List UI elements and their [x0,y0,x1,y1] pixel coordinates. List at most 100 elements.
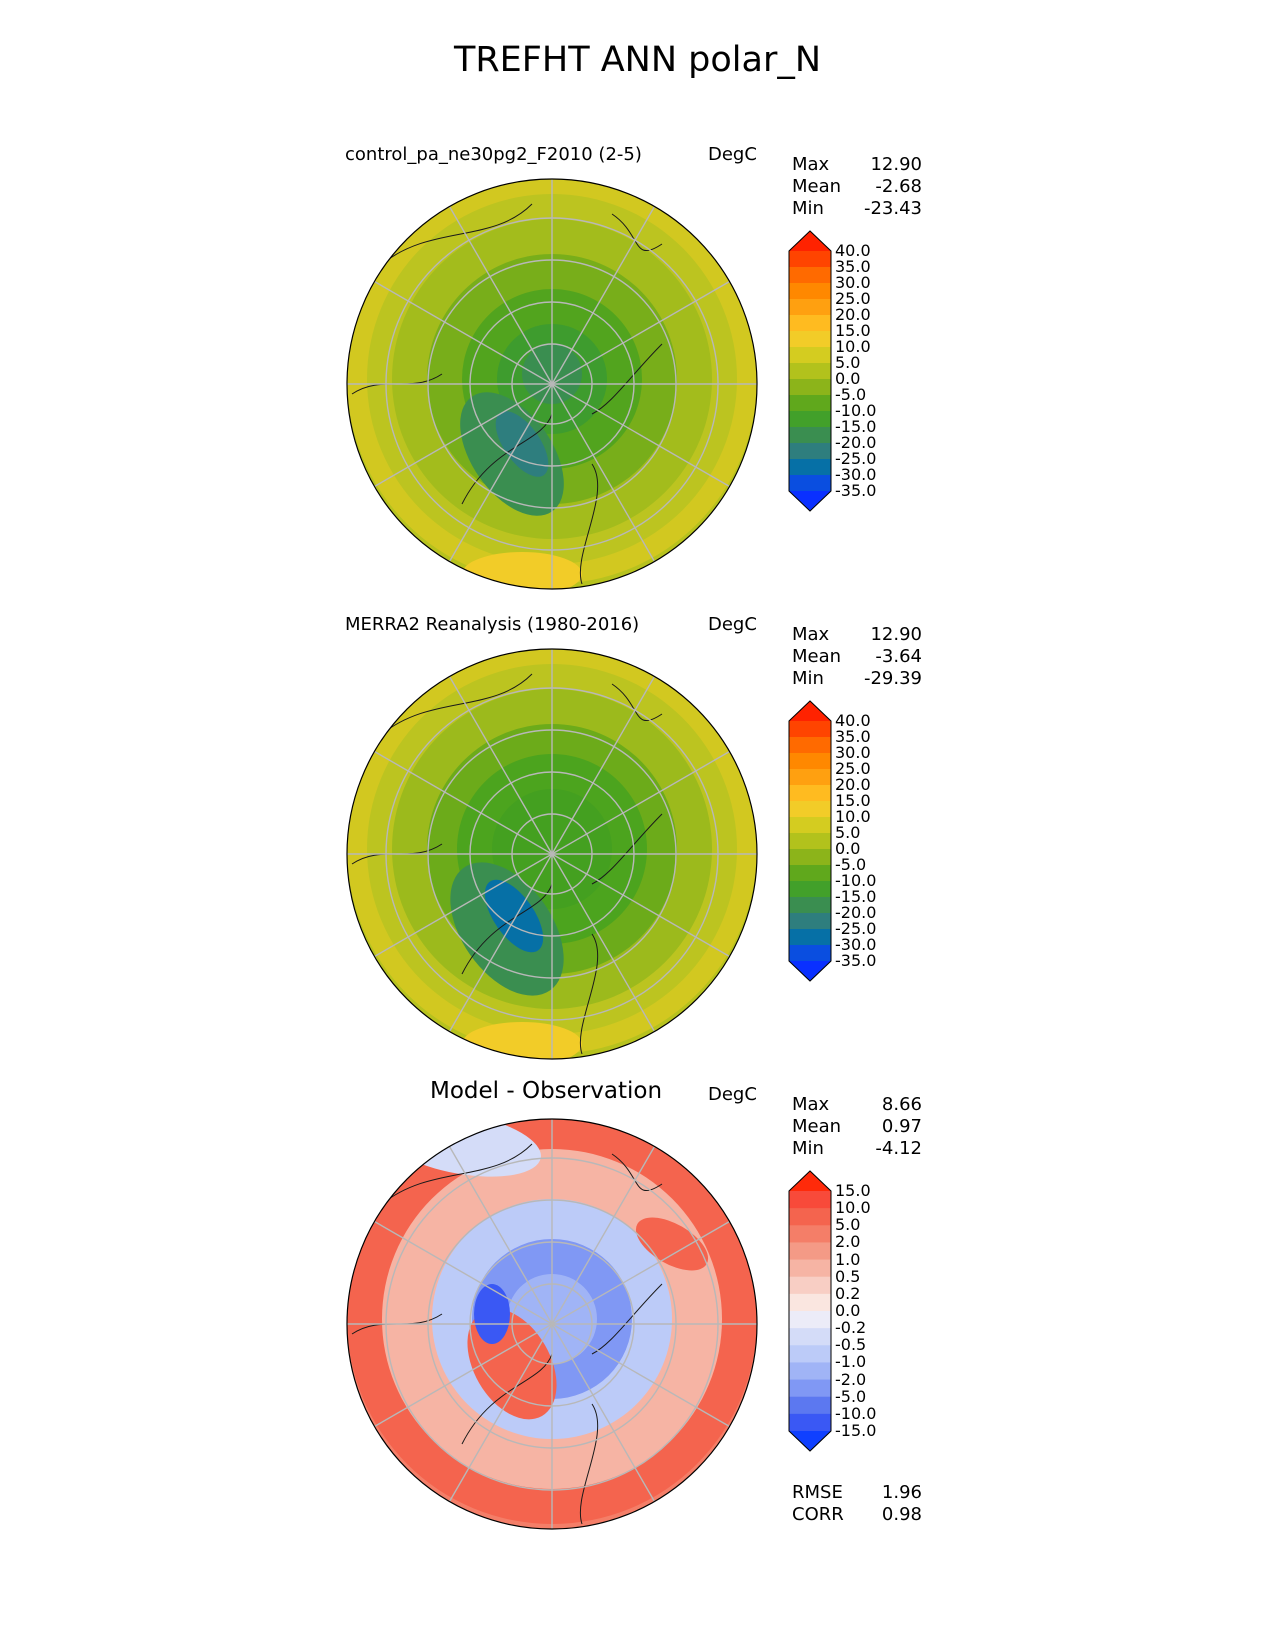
map-panel-3: Model - Observation DegC Max 8.66 Mean 0.97 Mi… [0,1070,1275,1550]
polar-map [346,1118,758,1530]
colorbar-tick-label: -5.0 [835,855,867,874]
colorbar-tick-label: 15.0 [835,1181,871,1200]
colorbar-tick-label: 20.0 [835,305,871,324]
stat-label: Max [792,154,830,175]
colorbar-tick-label: 5.0 [835,823,861,842]
panel-stats: Max 8.66 Mean 0.97 Min -4.12 [792,1094,922,1160]
error-stats: RMSE 1.96 CORR 0.98 [792,1482,922,1526]
stat-label: RMSE [792,1482,843,1503]
panel-stats: Max 12.90 Mean -2.68 Min -23.43 [792,154,922,220]
colorbar-tick-label: 25.0 [835,289,871,308]
colorbar [788,1170,832,1452]
stat-row: RMSE 1.96 [792,1482,922,1504]
colorbar-tick-label: -15.0 [835,887,877,906]
stat-label: Mean [792,176,842,197]
stat-row: Max 8.66 [792,1094,922,1116]
colorbar-tick-label: 35.0 [835,257,871,276]
colorbar-tick-label: 25.0 [835,759,871,778]
colorbar-tick-label: -35.0 [835,481,877,500]
stat-value: -4.12 [875,1138,922,1159]
colorbar-tick-label: 20.0 [835,775,871,794]
colorbar [788,230,832,512]
stat-label: Mean [792,1116,842,1137]
stat-value: -3.64 [875,646,922,667]
stat-label: Min [792,668,824,689]
stat-row: Min -29.39 [792,668,922,690]
stat-label: Max [792,624,830,645]
colorbar-tick-label: -0.2 [835,1318,867,1338]
stat-row: CORR 0.98 [792,1504,922,1526]
panel-title: Model - Observation [430,1078,663,1104]
colorbar-tick-label: -15.0 [835,1421,877,1440]
colorbar-tick-label: -2.0 [835,1369,867,1389]
panel-units: DegC [708,144,757,165]
colorbar-tick-label: -25.0 [835,449,877,468]
colorbar-tick-label: -0.5 [835,1335,867,1355]
colorbar-tick-label: 0.0 [835,839,861,858]
colorbar-tick-label: -30.0 [835,935,877,954]
colorbar-tick-label: 0.2 [835,1283,861,1303]
stat-label: Min [792,198,824,219]
colorbar-tick-label: -30.0 [835,465,877,484]
map-panel-1: control_pa_ne30pg2_F2010 (2-5) DegC Max 12.… [0,130,1275,610]
colorbar-tick-label: -25.0 [835,919,877,938]
panel-stats: Max 12.90 Mean -3.64 Min -29.39 [792,624,922,690]
panel-title: control_pa_ne30pg2_F2010 (2-5) [345,144,642,165]
stat-label: Min [792,1138,824,1159]
figure-title: TREFHT ANN polar_N [453,40,822,80]
colorbar-tick-label: -10.0 [835,871,877,890]
stat-row: Min -4.12 [792,1138,922,1160]
colorbar-tick-label: 5.0 [835,1215,861,1235]
colorbar-tick-label: 15.0 [835,791,871,810]
colorbar-tick-label: -10.0 [835,401,877,420]
stat-label: Max [792,1094,830,1115]
stat-value: -23.43 [863,198,922,219]
colorbar-tick-label: -15.0 [835,417,877,436]
map-panel-2: MERRA2 Reanalysis (1980-2016) DegC Max 12.9… [0,600,1275,1080]
stat-value: -29.39 [863,668,922,689]
colorbar-tick-label: 35.0 [835,727,871,746]
polar-map [346,178,758,590]
colorbar-tick-label: 0.5 [835,1266,861,1286]
stat-value: 0.98 [881,1504,922,1525]
stat-row: Mean -2.68 [792,176,922,198]
colorbar-tick-label: 10.0 [835,337,871,356]
stat-row: Mean 0.97 [792,1116,922,1138]
colorbar-tick-label: 0.0 [835,369,861,388]
colorbar-tick-label: 10.0 [835,1198,871,1218]
stat-row: Max 12.90 [792,624,922,646]
panel-units: DegC [708,1084,757,1105]
stat-value: 12.90 [870,624,922,645]
stat-label: CORR [792,1504,844,1525]
colorbar-tick-label: -10.0 [835,1403,877,1423]
colorbar-tick-label: 1.0 [835,1249,861,1269]
stat-value: 1.96 [881,1482,922,1503]
stat-value: 0.97 [881,1116,922,1137]
stat-row: Max 12.90 [792,154,922,176]
colorbar-tick-label: 30.0 [835,273,871,292]
colorbar-tick-label: 2.0 [835,1232,861,1252]
colorbar-tick-label: -20.0 [835,433,877,452]
panel-title: MERRA2 Reanalysis (1980-2016) [345,614,640,635]
colorbar-tick-label: 10.0 [835,807,871,826]
colorbar-tick-label: 40.0 [835,241,871,260]
colorbar-tick-label: 40.0 [835,711,871,730]
colorbar-tick-label: 5.0 [835,353,861,372]
colorbar-tick-label: -35.0 [835,951,877,970]
stat-row: Min -23.43 [792,198,922,220]
colorbar-tick-label: -5.0 [835,1386,867,1406]
polar-map [346,648,758,1060]
colorbar-tick-label: 0.0 [835,1301,861,1320]
colorbar-tick-label: -20.0 [835,903,877,922]
colorbar-tick-label: -5.0 [835,385,867,404]
colorbar-tick-label: 30.0 [835,743,871,762]
colorbar-tick-label: -1.0 [835,1352,867,1372]
colorbar-tick-label: 15.0 [835,321,871,340]
stat-value: -2.68 [875,176,922,197]
stat-value: 8.66 [881,1094,922,1115]
stat-label: Mean [792,646,842,667]
stat-value: 12.90 [870,154,922,175]
colorbar [788,700,832,982]
panel-units: DegC [708,614,757,635]
stat-row: Mean -3.64 [792,646,922,668]
